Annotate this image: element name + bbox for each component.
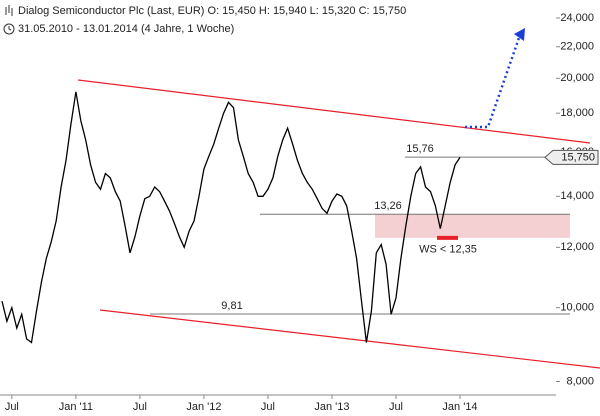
y-tick-label: 14,000 bbox=[560, 190, 594, 202]
y-tick-label: 8,000 bbox=[566, 375, 594, 387]
level-label: 13,26 bbox=[374, 200, 402, 212]
y-tick-label: 22,000 bbox=[560, 41, 594, 53]
lower-channel bbox=[99, 309, 600, 369]
x-tick-label: Jul bbox=[5, 401, 19, 413]
title-icon bbox=[5, 5, 13, 16]
y-tick-label: 18,000 bbox=[560, 107, 594, 119]
x-tick-label: Jan '14 bbox=[442, 401, 477, 413]
chart-subtitle: 31.05.2010 - 13.01.2014 (4 Jahre, 1 Woch… bbox=[18, 23, 234, 35]
x-tick-label: Jul bbox=[389, 401, 403, 413]
level-label: 15,76 bbox=[406, 143, 434, 155]
y-tick-label: 24,000 bbox=[560, 12, 594, 24]
support-band bbox=[375, 214, 570, 238]
x-tick-label: Jan '11 bbox=[59, 401, 93, 413]
arrow-head bbox=[514, 28, 525, 41]
y-tick-label: 10,000 bbox=[560, 302, 594, 314]
y-tick-label: 12,000 bbox=[560, 241, 594, 253]
chart-title: Dialog Semiconductor Plc (Last, EUR) O: … bbox=[18, 5, 406, 17]
ws-label: WS < 12,35 bbox=[419, 244, 477, 256]
x-tick-label: Jan '13 bbox=[314, 401, 349, 413]
price-tag bbox=[544, 149, 599, 165]
x-tick-label: Jan '12 bbox=[186, 401, 221, 413]
price-line bbox=[1, 91, 461, 344]
x-tick-label: Jul bbox=[133, 401, 147, 413]
clock-icon bbox=[3, 23, 15, 35]
y-tick-label: 20,000 bbox=[560, 72, 594, 84]
level-label: 9,81 bbox=[221, 300, 242, 312]
x-tick-label: Jul bbox=[261, 401, 275, 413]
upper-channel bbox=[77, 79, 591, 144]
price-tag-label: 15,750 bbox=[561, 151, 595, 163]
